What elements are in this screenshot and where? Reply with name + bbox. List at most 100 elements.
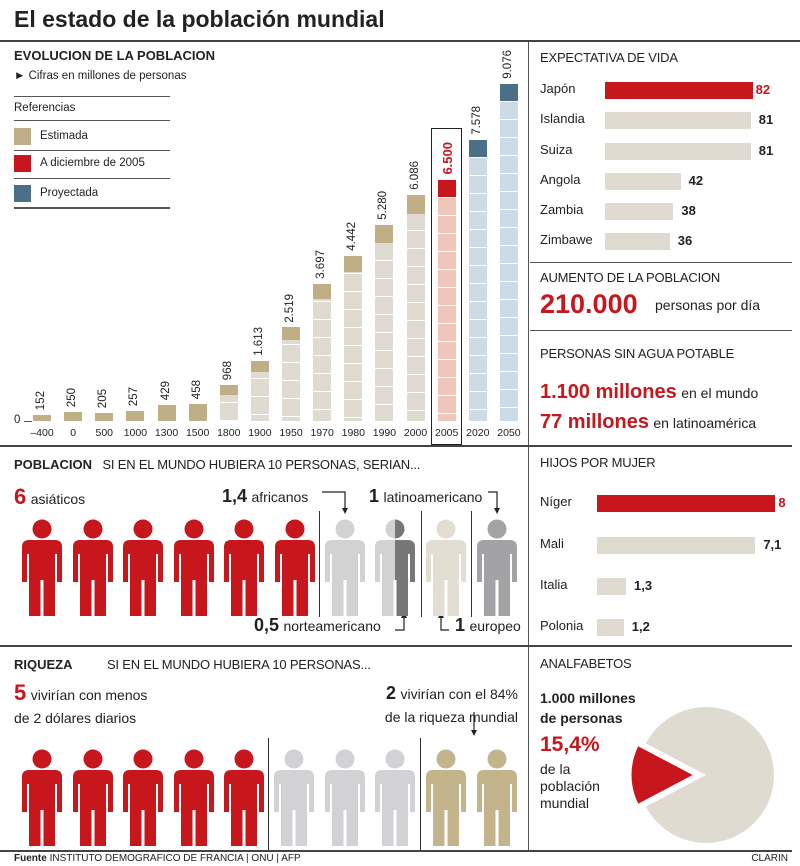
bar-1300 <box>157 405 176 421</box>
section-subheading: SI EN EL MUNDO HUBIERA 10 PERSONAS, SERI… <box>102 457 421 472</box>
value-label: 5.280 <box>377 191 390 220</box>
section-heading: EVOLUCION DE LA POBLACION <box>14 48 216 63</box>
person-icon <box>375 749 415 846</box>
divider <box>268 738 269 850</box>
arrow-africa-icon <box>322 491 346 510</box>
value-label: 6.500 <box>439 142 455 175</box>
water-world-value: 1.100 millones <box>540 381 677 403</box>
water-world-label: en el mundo <box>681 385 759 401</box>
bar-cap <box>437 179 456 197</box>
x-tick-label: 1000 <box>123 427 148 439</box>
africa-label: africanos <box>251 489 309 505</box>
bar-cap <box>126 411 145 421</box>
growth-unit: personas por día <box>655 297 761 313</box>
bar-cap <box>95 413 114 421</box>
rich-count: 2 <box>386 683 397 703</box>
water-latam-label: en latinoamérica <box>653 415 757 431</box>
x-tick-label: 1900 <box>248 427 272 439</box>
divider <box>0 850 792 852</box>
bar-1900 <box>250 361 269 421</box>
page-title: El estado de la población mundial <box>14 6 385 32</box>
divider <box>14 178 170 179</box>
value-label: 2.519 <box>284 293 297 323</box>
person-icon <box>275 519 315 616</box>
bar-1950 <box>282 327 301 421</box>
value-label: 7,1 <box>763 537 782 552</box>
bar-cap <box>157 405 176 421</box>
divider <box>0 40 800 42</box>
legend-swatch-2005 <box>14 155 31 172</box>
value-label: 1,3 <box>633 578 653 593</box>
section-heading: POBLACION <box>14 457 92 472</box>
bar-2000 <box>406 195 425 421</box>
section-heading: PERSONAS SIN AGUA POTABLE <box>540 346 735 361</box>
bar-500 <box>95 413 114 421</box>
person-icon <box>224 749 264 846</box>
divider <box>319 511 320 617</box>
value-label: 458 <box>190 379 203 399</box>
bar-1000 <box>126 411 145 421</box>
section-subheading: SI EN EL MUNDO HUBIERA 10 PERSONAS... <box>106 657 371 672</box>
value-label: 82 <box>755 82 771 97</box>
rich-label-2: de la riqueza mundial <box>384 709 518 725</box>
value-label: 257 <box>128 387 141 407</box>
x-tick-label: 1990 <box>372 427 397 439</box>
x-tick-label: –400 <box>30 427 54 439</box>
highlight-2005-box <box>431 128 462 445</box>
section-heading: AUMENTO DE LA POBLACION <box>540 270 721 285</box>
bar-0 <box>64 411 83 421</box>
bar-cap <box>375 224 394 243</box>
divider <box>530 330 792 331</box>
poor-count: 5 <box>14 680 27 705</box>
pie-slice-rest <box>645 707 774 843</box>
illiterate-count: 1.000 millones <box>540 690 636 706</box>
x-tick-label: 1980 <box>341 427 365 439</box>
value-label: 9.076 <box>501 50 514 79</box>
bar-2020 <box>468 139 487 421</box>
person-icon <box>274 749 314 846</box>
person-icon <box>477 749 517 846</box>
bar-1990 <box>375 224 394 421</box>
divider <box>14 207 170 209</box>
person-icon <box>224 519 264 616</box>
illiterate-pct: 15,4% <box>540 733 600 756</box>
divider <box>530 262 792 263</box>
value-label: 81 <box>758 143 774 158</box>
bar-Zimbawe <box>605 233 670 250</box>
legend-label: Estimada <box>40 130 88 142</box>
row-label: Zambia <box>540 202 584 217</box>
row-label: Suiza <box>540 142 573 157</box>
person-icon <box>123 519 163 616</box>
illiterate-count-2: de personas <box>540 710 623 726</box>
person-icon <box>325 749 365 846</box>
legend-swatch-proyectada <box>14 185 31 202</box>
bar-Níger <box>597 495 776 512</box>
water-world: 1.100 millones en el mundo <box>540 381 758 404</box>
person-icon <box>375 519 415 616</box>
chart-subtitle: ► Cifras en millones de personas <box>14 70 187 82</box>
bar-cap <box>33 415 51 421</box>
footer-source: Fuente INSTITUTO DEMOGRAFICO DE FRANCIA … <box>14 853 301 864</box>
value-label: 7.578 <box>470 105 483 135</box>
bar-cap <box>468 139 487 157</box>
x-tick-label: 2020 <box>466 427 490 439</box>
row-label: Polonia <box>540 618 584 633</box>
illiterate-text-2: población <box>540 778 600 794</box>
bar-cap <box>344 256 363 273</box>
y-zero-tick <box>24 421 32 422</box>
divider <box>421 511 422 617</box>
bar-2050 <box>499 84 518 421</box>
value-label: 36 <box>677 233 693 248</box>
value-label: 1.613 <box>252 327 265 357</box>
arrow-eu-icon <box>440 616 449 631</box>
x-tick-label: 2000 <box>403 427 428 439</box>
bar-1800 <box>219 385 238 421</box>
bar-cap <box>250 361 269 373</box>
person-icon <box>73 749 113 846</box>
bar-1980 <box>344 256 363 421</box>
value-label: 38 <box>681 203 696 218</box>
divider <box>14 150 170 151</box>
na-count: 0,5 <box>254 615 280 635</box>
bar-cap <box>219 385 238 395</box>
footer-brand: CLARIN <box>751 853 788 864</box>
